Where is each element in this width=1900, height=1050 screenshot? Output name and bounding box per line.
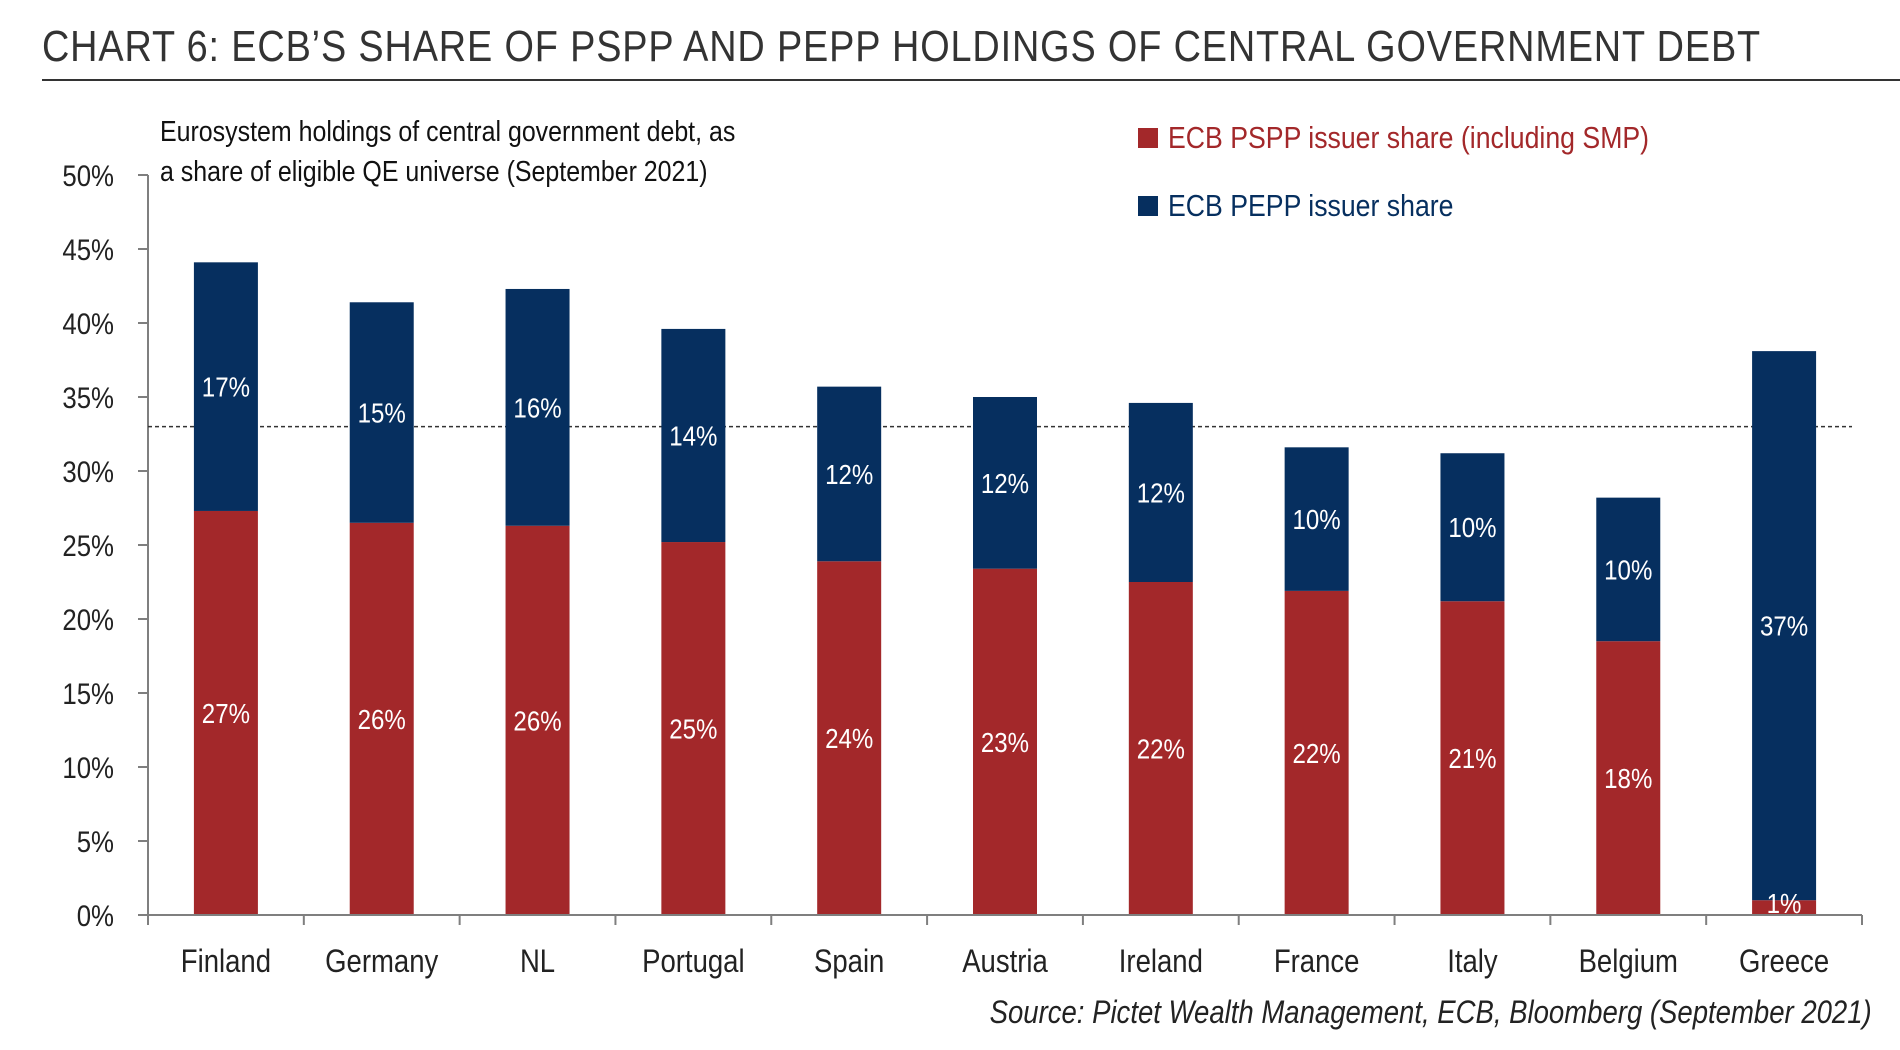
y-tick-label: 45% — [62, 233, 114, 266]
data-label-pepp: 14% — [669, 420, 717, 452]
data-label-pepp: 12% — [981, 467, 1029, 499]
source-note: Source: Pictet Wealth Management, ECB, B… — [989, 994, 1872, 1030]
bar-pspp — [1752, 900, 1817, 915]
x-category-label: NL — [520, 944, 555, 979]
stacked-bar-chart: 0% 5% 10% 15% 20% 25% 30% 35% 40% 45% 50% 27% 17% 26%… — [62, 159, 1863, 980]
y-tick-label: 30% — [62, 455, 114, 488]
data-label-pspp: 18% — [1604, 762, 1652, 794]
data-label-pspp: 22% — [1293, 737, 1341, 769]
y-tick-label: 50% — [62, 159, 114, 192]
data-label-pepp: 15% — [358, 397, 406, 429]
subtitle-line-1: Eurosystem holdings of central governmen… — [160, 116, 736, 148]
bar-pspp — [661, 542, 726, 915]
x-category-label: Portugal — [642, 944, 744, 979]
bar-pepp — [1752, 351, 1817, 901]
y-tick-label: 20% — [62, 603, 114, 636]
data-label-pspp: 26% — [358, 703, 406, 735]
x-category-label: France — [1274, 944, 1360, 979]
bar-pepp — [973, 397, 1037, 569]
y-tick-label: 15% — [62, 677, 114, 710]
data-label-pspp: 26% — [513, 705, 561, 737]
chart-legend: ECB PSPP issuer share (including SMP) EC… — [1138, 118, 1727, 254]
x-category-label: Austria — [962, 944, 1048, 979]
data-label-pspp: 25% — [669, 713, 717, 745]
bar-pepp — [349, 302, 414, 523]
bar-pepp — [661, 328, 726, 543]
y-tick-label: 5% — [77, 825, 114, 858]
legend-item-pepp: ECB PEPP issuer share — [1138, 186, 1727, 226]
bar-pspp — [193, 510, 258, 915]
x-category-label: Spain — [814, 944, 884, 979]
data-label-pepp: 37% — [1760, 610, 1808, 642]
y-tick-label: 35% — [62, 381, 114, 414]
x-category-label: Greece — [1739, 944, 1829, 979]
y-tick-label: 0% — [77, 899, 114, 932]
legend-label-pepp: ECB PEPP issuer share — [1168, 188, 1454, 223]
y-tick-label: 25% — [62, 529, 114, 562]
x-category-label: Belgium — [1579, 944, 1678, 979]
x-category-label: Finland — [181, 944, 271, 979]
data-label-pspp: 27% — [202, 697, 250, 729]
data-label-pepp: 10% — [1293, 503, 1341, 535]
bar-pepp — [817, 386, 882, 562]
bar-pepp — [193, 262, 258, 511]
bar-pspp — [505, 525, 570, 915]
bar-pspp — [1128, 582, 1193, 915]
x-category-label: Ireland — [1119, 944, 1203, 979]
bar-pepp — [1284, 447, 1349, 591]
bar-pepp — [1128, 402, 1193, 582]
data-label-pepp: 10% — [1448, 512, 1496, 544]
bar-pspp — [349, 522, 414, 915]
data-label-pepp: 12% — [825, 458, 873, 490]
bar-pspp — [1284, 590, 1349, 915]
data-label-pepp: 17% — [202, 371, 250, 403]
legend-item-pspp: ECB PSPP issuer share (including SMP) — [1138, 118, 1727, 158]
x-category-label: Germany — [325, 944, 438, 979]
data-label-pepp: 16% — [513, 392, 561, 424]
bar-pspp — [1440, 601, 1505, 915]
bar-pepp — [1440, 453, 1505, 602]
bar-pepp — [505, 288, 570, 526]
x-category-label: Italy — [1447, 944, 1498, 979]
data-label-pspp: 24% — [825, 722, 873, 754]
legend-swatch-pepp — [1138, 196, 1158, 216]
data-label-pepp: 10% — [1604, 554, 1652, 586]
bar-pspp — [973, 568, 1037, 915]
data-label-pepp: 12% — [1137, 477, 1185, 509]
y-tick-label: 40% — [62, 307, 114, 340]
bar-pspp — [1596, 641, 1661, 915]
chart-subtitle: Eurosystem holdings of central governmen… — [160, 112, 814, 192]
y-tick-label: 10% — [62, 751, 114, 784]
legend-swatch-pspp — [1138, 128, 1158, 148]
subtitle-line-2: a share of eligible QE universe (Septemb… — [160, 156, 708, 188]
legend-label-pspp: ECB PSPP issuer share (including SMP) — [1168, 120, 1650, 155]
data-label-pspp: 23% — [981, 726, 1029, 758]
chart-title: CHART 6: ECB’S SHARE OF PSPP AND PEPP HO… — [42, 22, 1762, 71]
bar-pepp — [1596, 497, 1661, 642]
data-label-pspp: 22% — [1137, 733, 1185, 765]
data-label-pspp: 21% — [1448, 742, 1496, 774]
bar-pspp — [817, 561, 882, 915]
title-divider — [42, 79, 1900, 81]
